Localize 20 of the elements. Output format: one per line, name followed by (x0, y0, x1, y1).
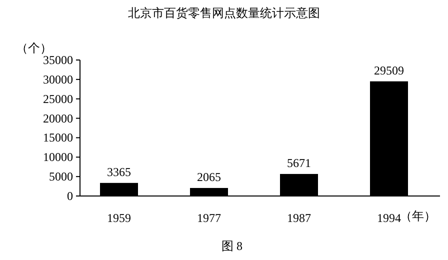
y-tick-label: 0 (67, 189, 73, 203)
caption: 图 8 (222, 239, 242, 253)
xlabel: （年） (400, 209, 436, 223)
x-tick-label: 1987 (287, 211, 311, 225)
data-label: 2065 (197, 170, 221, 184)
data-label: 29509 (374, 63, 404, 78)
data-label: 3365 (107, 164, 131, 179)
y-tick-label: 10000 (43, 150, 73, 164)
y-tick-label: 15000 (43, 130, 73, 145)
y-tick-label: 30000 (43, 72, 73, 86)
y-tick-label: 35000 (43, 53, 73, 67)
x-tick-label: 1959 (107, 211, 131, 225)
title: 北京市百货零售网点数量统计示意图 (128, 6, 320, 20)
y-tick-label: 5000 (49, 170, 73, 184)
x-tick-label: 1994 (377, 211, 401, 225)
y-tick-label: 25000 (43, 92, 73, 106)
x-tick-label: 1977 (197, 211, 221, 225)
ylabel: （个） (16, 41, 52, 55)
data-label: 5671 (287, 156, 311, 170)
y-tick-label: 20000 (43, 111, 73, 126)
